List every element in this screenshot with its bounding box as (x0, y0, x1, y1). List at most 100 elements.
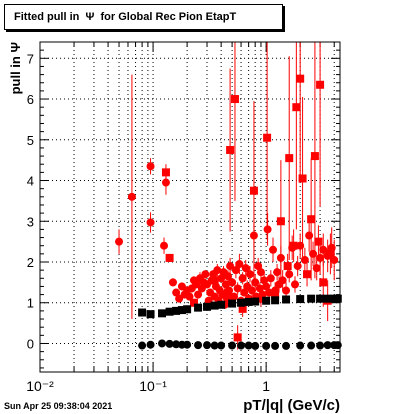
data-point (238, 274, 247, 283)
data-point (138, 341, 147, 350)
data-point (158, 339, 167, 348)
data-point (194, 303, 203, 312)
data-point (307, 341, 316, 350)
data-point (172, 288, 181, 297)
data-point (165, 339, 174, 348)
data-point (262, 341, 271, 350)
data-point (183, 305, 192, 314)
y-tick-label: 1 (27, 296, 34, 311)
data-point (271, 341, 280, 350)
plot-area (40, 42, 340, 372)
axis-ticks (39, 42, 340, 372)
data-point (276, 217, 285, 226)
data-point (300, 255, 309, 264)
data-point (293, 262, 302, 271)
data-point (305, 231, 314, 240)
data-point (233, 333, 242, 342)
data-point (168, 278, 177, 287)
data-point (238, 304, 247, 313)
data-point (327, 243, 336, 252)
data-point (298, 174, 307, 183)
y-tick-label: 2 (27, 255, 34, 270)
data-point (203, 302, 212, 311)
data-point (283, 262, 292, 271)
data-point (285, 270, 294, 279)
data-point (271, 296, 280, 305)
data-point (146, 310, 155, 319)
series-mean-black-circles-circle (138, 339, 342, 350)
data-point (271, 290, 280, 299)
data-point (262, 282, 271, 291)
data-point (115, 237, 124, 246)
data-point (240, 288, 249, 297)
data-point (224, 272, 233, 281)
chart-title: Fitted pull in Ψ for Global Rec Pion Eta… (14, 11, 237, 23)
data-point (310, 152, 319, 161)
data-point (217, 300, 226, 309)
chart-title-box: Fitted pull in Ψ for Global Rec Pion Eta… (4, 4, 283, 30)
data-point (127, 192, 136, 201)
data-point (146, 218, 155, 227)
data-point (307, 294, 316, 303)
data-point (292, 103, 301, 112)
data-point (323, 341, 332, 350)
data-point (282, 286, 291, 295)
data-point (138, 308, 147, 317)
data-point (213, 266, 222, 275)
data-point (249, 186, 258, 195)
data-point (256, 294, 265, 303)
y-axis-label: pull in Ψ (8, 42, 23, 94)
data-point (201, 270, 210, 279)
data-point (246, 270, 255, 279)
y-tick-label: 3 (27, 214, 34, 229)
data-point (194, 290, 203, 299)
data-point (228, 341, 237, 350)
data-point (189, 298, 198, 307)
data-point (165, 253, 174, 262)
data-point (316, 341, 325, 350)
data-point (314, 237, 323, 246)
data-point (282, 295, 291, 304)
data-point (251, 341, 260, 350)
y-tick-label: 4 (27, 174, 34, 189)
y-tick-label: 5 (27, 133, 34, 148)
x-tick-label: 1 (262, 378, 270, 394)
data-point (307, 215, 316, 224)
data-point (289, 241, 298, 250)
data-point (185, 292, 194, 301)
data-point (244, 341, 253, 350)
data-point (269, 245, 278, 254)
data-point (323, 294, 332, 303)
data-point (172, 306, 181, 315)
data-point (248, 286, 257, 295)
data-point (262, 296, 271, 305)
data-point (158, 309, 167, 318)
data-point (194, 341, 203, 350)
data-point (228, 278, 237, 287)
series-mean-black-squares-square (138, 294, 342, 319)
data-point (224, 288, 233, 297)
data-point (256, 268, 265, 277)
data-point (296, 74, 305, 83)
data-point (296, 295, 305, 304)
data-point (316, 294, 325, 303)
data-point (210, 341, 219, 350)
data-point (278, 276, 287, 285)
data-point (226, 145, 235, 154)
data-point (175, 294, 184, 303)
y-tick-label: 7 (27, 51, 34, 66)
data-point (210, 301, 219, 310)
data-point (233, 284, 242, 293)
x-tick-label: 10⁻¹ (139, 378, 167, 394)
data-point (291, 280, 300, 289)
data-point (319, 245, 328, 254)
data-point (282, 341, 291, 350)
data-point (316, 80, 325, 89)
data-point (326, 249, 335, 258)
data-point (228, 299, 237, 308)
data-point (296, 341, 305, 350)
data-point (231, 266, 240, 275)
data-point (146, 162, 155, 171)
y-tick-label: 6 (27, 92, 34, 107)
data-point (235, 260, 244, 269)
